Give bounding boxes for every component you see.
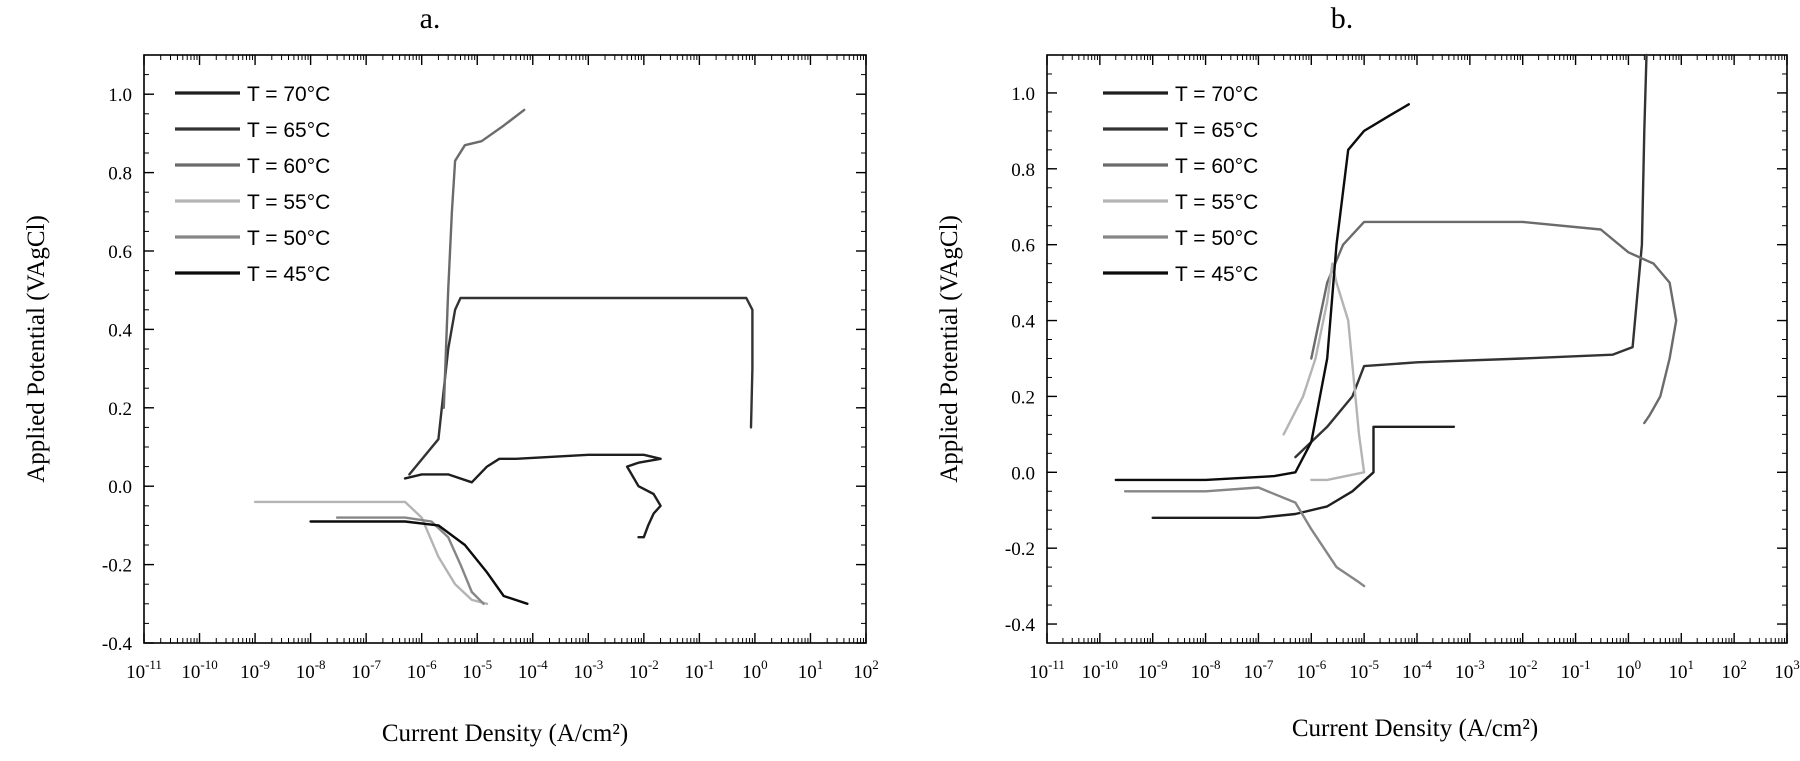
x-tick-label: 102 <box>1721 657 1747 683</box>
x-tick-label: 10-10 <box>1082 657 1118 683</box>
x-tick-label: 10-11 <box>126 657 162 683</box>
series-line <box>309 520 529 605</box>
x-tick-label: 10-1 <box>684 657 714 683</box>
x-tick-label: 10-2 <box>1508 657 1538 683</box>
legend-label: T = 60°C <box>1175 155 1258 178</box>
y-tick-label: -0.2 <box>1005 539 1035 560</box>
panel-b-y-ticks: -0.4 -0.2 0.0 0.2 0.4 0.6 0.8 1.0 <box>1005 54 1787 644</box>
panel-b-legend: T = 70°C T = 65°C T = 60°C T = 55°C T = 50°C… <box>1103 83 1258 286</box>
series-line <box>408 296 754 476</box>
legend-label: T = 65°C <box>247 119 330 142</box>
series-line <box>335 516 485 605</box>
x-tick-label: 10-11 <box>1029 657 1065 683</box>
y-tick-label: -0.4 <box>1005 615 1036 636</box>
x-tick-label: 10-7 <box>351 657 381 683</box>
y-tick-label: 1.0 <box>1011 84 1035 105</box>
legend-label: T = 45°C <box>247 263 330 286</box>
series-line <box>1282 262 1366 482</box>
legend-label: T = 55°C <box>247 191 330 214</box>
chart-panel-a: a. 10-11 10-10 10-9 10-8 10-7 10-6 10-5 10-4 10-… <box>23 2 879 747</box>
panel-b-x-ticks: 10-11 10-10 10-9 10-8 10-7 10-6 10-5 10-4 10-3 10… <box>1029 55 1800 683</box>
chart-panel-b: b. 10-11 10-10 10-9 10-8 10-7 10-6 10-5 10-4 10-… <box>936 2 1800 742</box>
series-line <box>1294 53 1648 459</box>
y-tick-label: 0.4 <box>108 320 132 341</box>
y-tick-label: -0.2 <box>102 556 132 577</box>
y-tick-label: 0.8 <box>1011 160 1035 181</box>
legend-label: T = 55°C <box>1175 191 1258 214</box>
y-tick-label: 0.8 <box>108 164 132 185</box>
x-tick-label: 101 <box>1669 657 1695 683</box>
legend-label: T = 50°C <box>247 227 330 250</box>
series-line <box>1151 425 1456 519</box>
series-line <box>1123 486 1366 588</box>
y-tick-label: 0.0 <box>108 477 132 498</box>
x-tick-label: 101 <box>798 657 824 683</box>
y-tick-label: -0.4 <box>102 634 133 655</box>
series-line <box>442 108 526 409</box>
x-tick-label: 10-8 <box>296 657 326 683</box>
x-tick-label: 10-3 <box>1455 657 1485 683</box>
legend-label: T = 45°C <box>1175 263 1258 286</box>
panel-a-x-axis-label: Current Density (A/cm²) <box>382 720 628 747</box>
panel-b-y-axis-label: Applied Potential (VAgCl) <box>936 215 963 483</box>
x-tick-label: 10-10 <box>181 657 217 683</box>
panel-b-curves <box>1114 53 1678 588</box>
panel-b-title: b. <box>1331 2 1354 35</box>
series-line <box>1114 103 1410 482</box>
panel-a-curves <box>253 108 754 605</box>
x-tick-label: 10-1 <box>1561 657 1591 683</box>
x-tick-label: 10-6 <box>1296 657 1326 683</box>
y-tick-label: 0.2 <box>108 399 132 420</box>
panel-a-plot-frame <box>143 54 867 644</box>
x-tick-label: 100 <box>742 657 768 683</box>
x-tick-label: 10-3 <box>573 657 603 683</box>
panel-a-y-axis-label: Applied Potential (VAgCl) <box>23 215 50 483</box>
x-tick-label: 10-6 <box>407 657 437 683</box>
panel-a-x-ticks: 10-11 10-10 10-9 10-8 10-7 10-6 10-5 10-4 10-3 10… <box>126 55 879 683</box>
legend-label: T = 50°C <box>1175 227 1258 250</box>
x-tick-label: 10-8 <box>1191 657 1221 683</box>
panel-a-legend: T = 70°C T = 65°C T = 60°C T = 55°C T = 50°C… <box>175 83 330 286</box>
panel-b-plot-frame <box>1046 54 1788 644</box>
legend-label: T = 70°C <box>1175 83 1258 106</box>
x-tick-label: 10-2 <box>629 657 659 683</box>
panel-a-title: a. <box>420 2 441 35</box>
y-tick-label: 0.2 <box>1011 387 1035 408</box>
x-tick-label: 10-9 <box>240 657 270 683</box>
legend-label: T = 65°C <box>1175 119 1258 142</box>
x-tick-label: 10-4 <box>1402 657 1432 683</box>
panel-a-y-ticks: -0.4 -0.2 0.0 0.2 0.4 0.6 0.8 1.0 <box>102 54 866 655</box>
y-tick-label: 0.4 <box>1011 312 1035 333</box>
legend-label: T = 60°C <box>247 155 330 178</box>
y-tick-label: 0.0 <box>1011 463 1035 484</box>
series-line <box>253 500 489 605</box>
series-line <box>403 453 662 539</box>
x-tick-label: 10-4 <box>518 657 548 683</box>
y-tick-label: 0.6 <box>108 242 132 263</box>
x-tick-label: 103 <box>1774 657 1800 683</box>
legend-label: T = 70°C <box>247 83 330 106</box>
x-tick-label: 10-5 <box>462 657 492 683</box>
panel-b-x-axis-label: Current Density (A/cm²) <box>1292 715 1538 742</box>
x-tick-label: 10-7 <box>1244 657 1274 683</box>
x-tick-label: 10-5 <box>1349 657 1379 683</box>
y-tick-label: 0.6 <box>1011 236 1035 257</box>
x-tick-label: 10-9 <box>1138 657 1168 683</box>
x-tick-label: 102 <box>853 657 879 683</box>
y-tick-label: 1.0 <box>108 85 132 106</box>
x-tick-label: 100 <box>1616 657 1642 683</box>
series-line <box>1310 220 1678 425</box>
